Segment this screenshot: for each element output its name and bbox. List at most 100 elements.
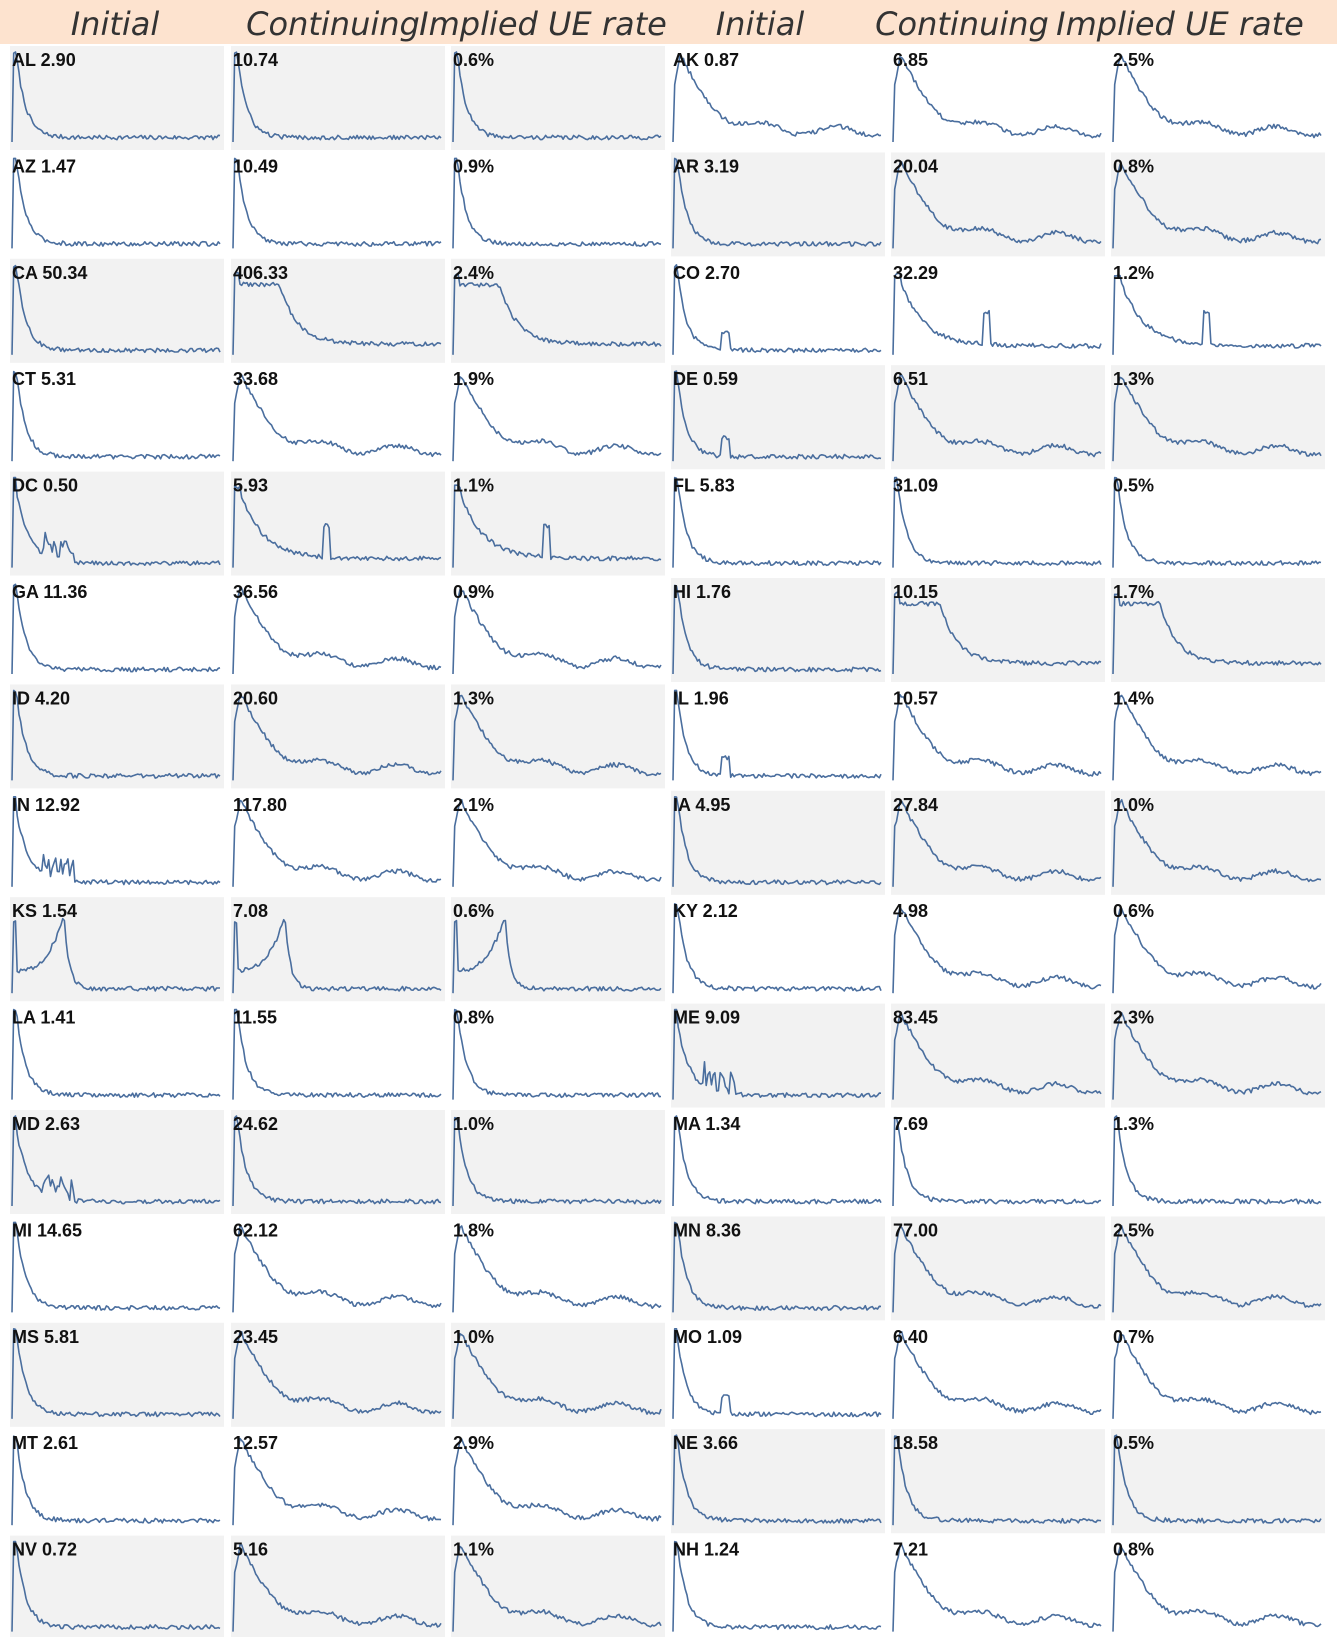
cell-NE-initial: NE 3.66 [671, 1429, 885, 1534]
cell-label: MN 8.36 [673, 1220, 741, 1240]
sparkline [672, 584, 882, 675]
cell-HI-initial: HI 1.76 [671, 578, 885, 682]
cell-label: 5.16 [233, 1540, 268, 1560]
cell-background [451, 365, 665, 470]
cell-label: MD 2.63 [12, 1114, 80, 1134]
cell-IA-rate: 1.0% [1111, 790, 1325, 895]
cell-background [671, 471, 885, 576]
cell-label: 1.0% [453, 1114, 494, 1134]
cell-label: 2.5% [1113, 1220, 1154, 1240]
sparkline [11, 1540, 221, 1632]
sparkline [672, 1221, 882, 1313]
cell-ID-rate: 1.3% [451, 684, 665, 789]
cell-label: LA 1.41 [12, 1008, 75, 1028]
cell-FL-continuing: 31.09 [891, 471, 1105, 576]
sparkline [1112, 163, 1322, 249]
cell-label: 6.51 [893, 369, 928, 389]
sparkline [892, 56, 1102, 143]
sparkline [892, 476, 1102, 568]
cell-label: 0.6% [1113, 901, 1154, 921]
cell-label: 5.93 [233, 476, 268, 496]
cell-label: 10.49 [233, 156, 278, 176]
cell-label: IA 4.95 [673, 795, 730, 815]
cell-label: IL 1.96 [673, 688, 729, 708]
sparkline [11, 51, 221, 143]
cell-MN-continuing: 77.00 [891, 1216, 1105, 1321]
cell-label: MI 14.65 [12, 1220, 82, 1240]
cell-IL-continuing: 10.57 [891, 684, 1105, 789]
cell-background [10, 365, 224, 470]
cell-background [451, 1216, 665, 1321]
cell-IA-continuing: 27.84 [891, 790, 1105, 895]
cell-label: FL 5.83 [673, 476, 735, 496]
cell-IL-initial: IL 1.96 [671, 684, 885, 789]
sparkline [892, 1331, 1102, 1419]
cell-label: KY 2.12 [673, 901, 738, 921]
cell-MD-rate: 1.0% [451, 1110, 665, 1214]
sparkline [232, 918, 442, 994]
cell-CT-continuing: 33.68 [231, 365, 445, 470]
cell-background [671, 365, 885, 470]
sparkline [452, 1225, 662, 1313]
cell-label: 1.3% [1113, 369, 1154, 389]
cell-LA-continuing: 11.55 [231, 1003, 445, 1108]
cell-label: AL 2.90 [12, 50, 76, 70]
sparkline [452, 588, 662, 675]
sparkline [232, 1008, 442, 1100]
sparkline [452, 1545, 662, 1632]
sparkline [892, 693, 1102, 781]
cell-background [891, 578, 1105, 682]
cell-label: 23.45 [233, 1327, 278, 1347]
cell-CT-rate: 1.9% [451, 365, 665, 470]
cell-AL-continuing: 10.74 [231, 46, 445, 150]
cell-CT-initial: CT 5.31 [10, 365, 224, 470]
cell-background [1111, 152, 1325, 257]
cell-label: 4.98 [893, 901, 928, 921]
sparkline [1112, 476, 1322, 568]
cell-label: DC 0.50 [12, 476, 78, 496]
cell-CA-continuing: 406.33 [231, 258, 445, 363]
header-implied-rate-left: Implied UE rate [419, 5, 667, 43]
sparkline [232, 1225, 442, 1313]
cell-background [891, 1003, 1105, 1108]
sparkline [892, 1116, 1102, 1207]
cell-NH-rate: 0.8% [1111, 1535, 1325, 1640]
cell-background [10, 1322, 224, 1427]
sparkline [232, 1115, 442, 1207]
cell-IN-continuing: 117.80 [231, 790, 445, 895]
cell-background [10, 1110, 224, 1214]
cell-label: CO 2.70 [673, 263, 740, 283]
cell-HI-rate: 1.7% [1111, 578, 1325, 682]
cell-background [10, 471, 224, 576]
cell-background [231, 578, 445, 682]
cell-ME-rate: 2.3% [1111, 1003, 1325, 1108]
cell-label: 0.8% [1113, 156, 1154, 176]
cell-DE-initial: DE 0.59 [671, 365, 885, 470]
cell-background [10, 897, 224, 1002]
cell-label: 2.5% [1113, 50, 1154, 70]
cell-IN-initial: IN 12.92 [10, 790, 224, 895]
cell-CO-initial: CO 2.70 [671, 258, 885, 363]
sparkline [452, 1008, 662, 1100]
cell-MT-rate: 2.9% [451, 1429, 665, 1534]
sparkline [672, 1008, 882, 1100]
cell-background [1111, 1216, 1325, 1321]
cell-background [671, 1003, 885, 1108]
cell-background [10, 152, 224, 257]
sparkline [11, 689, 221, 781]
cell-label: 7.08 [233, 901, 268, 921]
sparkline [1112, 694, 1322, 781]
sparkline [892, 1544, 1102, 1632]
cell-ME-continuing: 83.45 [891, 1003, 1105, 1108]
cell-background [1111, 1535, 1325, 1640]
cell-label: 10.15 [893, 582, 938, 602]
cell-LA-initial: LA 1.41 [10, 1003, 224, 1108]
sparkline [232, 271, 442, 355]
sparkline [1112, 376, 1322, 462]
cell-AK-initial: AK 0.87 [671, 46, 885, 150]
sparkline [892, 591, 1102, 675]
cell-KY-rate: 0.6% [1111, 897, 1325, 1002]
cell-DC-continuing: 5.93 [231, 471, 445, 576]
cell-AR-rate: 0.8% [1111, 152, 1325, 257]
cell-MO-initial: MO 1.09 [671, 1322, 885, 1427]
